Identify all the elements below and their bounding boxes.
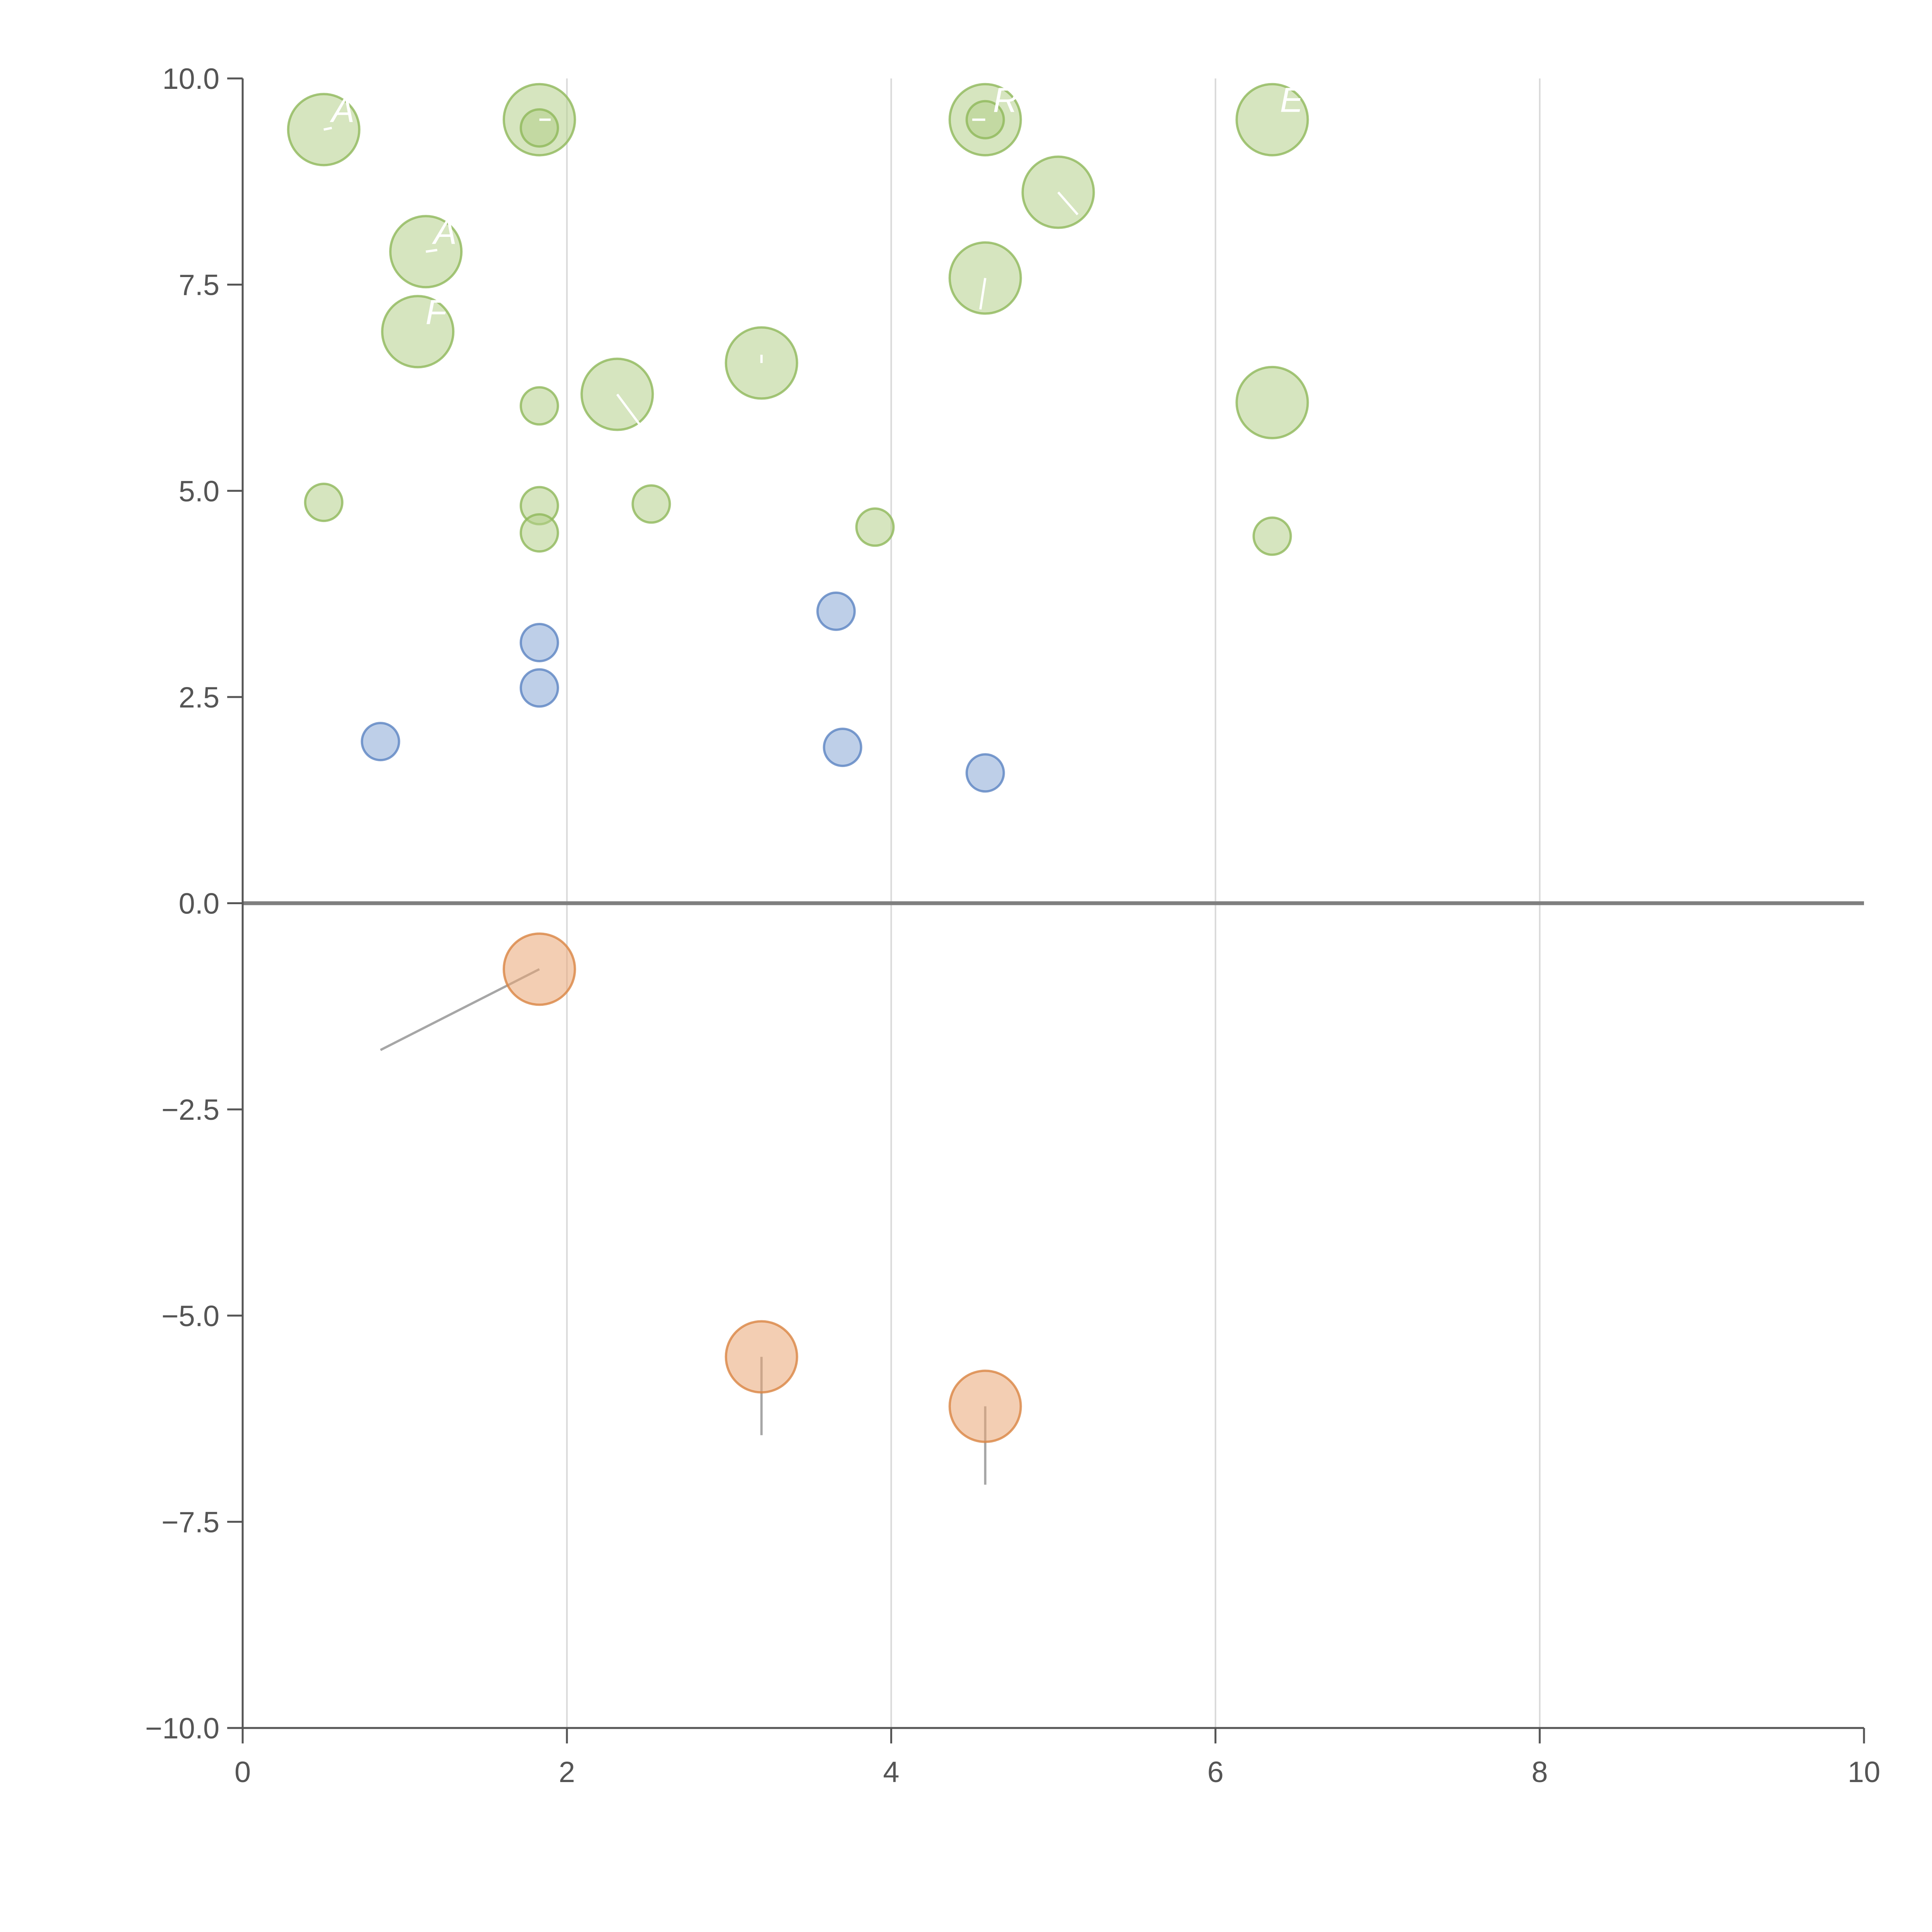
green-bubble — [1235, 83, 1309, 156]
green-bubble-label: F — [425, 293, 449, 332]
bubbles — [287, 83, 1309, 1443]
green-bubble — [580, 357, 654, 431]
x-tick-label: 6 — [1207, 1756, 1223, 1789]
green-bubble-label: E — [1280, 81, 1303, 120]
green-bubble — [855, 507, 895, 547]
blue-bubble — [519, 622, 559, 662]
blue-bubble — [519, 668, 559, 708]
green-bubble — [631, 484, 671, 524]
y-tick-label: −7.5 — [162, 1506, 219, 1539]
x-tick-label: 4 — [883, 1756, 899, 1789]
green-bubble-label: A — [330, 91, 355, 129]
green-leader-line — [425, 249, 437, 253]
blue-bubble — [361, 722, 400, 762]
bubble-labels: A R E A F — [323, 81, 1303, 426]
green-bubble — [1235, 366, 1309, 439]
blue-bubble — [823, 728, 862, 767]
green-bubble — [519, 513, 559, 553]
green-bubble — [1252, 516, 1292, 556]
green-bubble — [381, 295, 455, 369]
green-leader-line — [979, 278, 986, 310]
orange-bubble — [502, 932, 576, 1006]
y-tick-label: 5.0 — [179, 475, 219, 508]
green-leader-line — [323, 127, 332, 131]
green-bubble-label: R — [993, 81, 1018, 120]
y-tick-label: 10.0 — [162, 63, 219, 95]
y-tick-label: −2.5 — [162, 1094, 219, 1126]
blue-bubble — [965, 753, 1005, 793]
x-tick-label: 10 — [1848, 1756, 1881, 1789]
green-leader-line — [616, 393, 641, 426]
y-tick-label: −5.0 — [162, 1300, 219, 1333]
green-bubble — [724, 326, 798, 400]
y-tick-label: 0.0 — [179, 888, 219, 920]
x-tick-label: 0 — [235, 1756, 251, 1789]
green-leader-line — [1057, 191, 1079, 216]
leader-lines — [380, 968, 986, 1485]
y-tick-label: 7.5 — [179, 269, 219, 302]
orange-bubble — [948, 1369, 1022, 1443]
y-tick-label: 2.5 — [179, 681, 219, 714]
green-bubble — [519, 108, 559, 148]
green-bubble-label: A — [432, 213, 457, 252]
green-bubble — [519, 386, 559, 426]
x-tick-label: 2 — [559, 1756, 575, 1789]
x-tick-label: 8 — [1532, 1756, 1548, 1789]
green-bubble — [304, 483, 344, 522]
blue-bubble — [816, 591, 856, 631]
orange-bubble — [724, 1320, 798, 1394]
y-tick-label: −10.0 — [145, 1712, 219, 1745]
axes-layer: 10.0 7.5 5.0 2.5 0.0 −2.5 −5.0 −7.5 −10.0 0 2 4 6 8 10 — [145, 63, 1881, 1789]
